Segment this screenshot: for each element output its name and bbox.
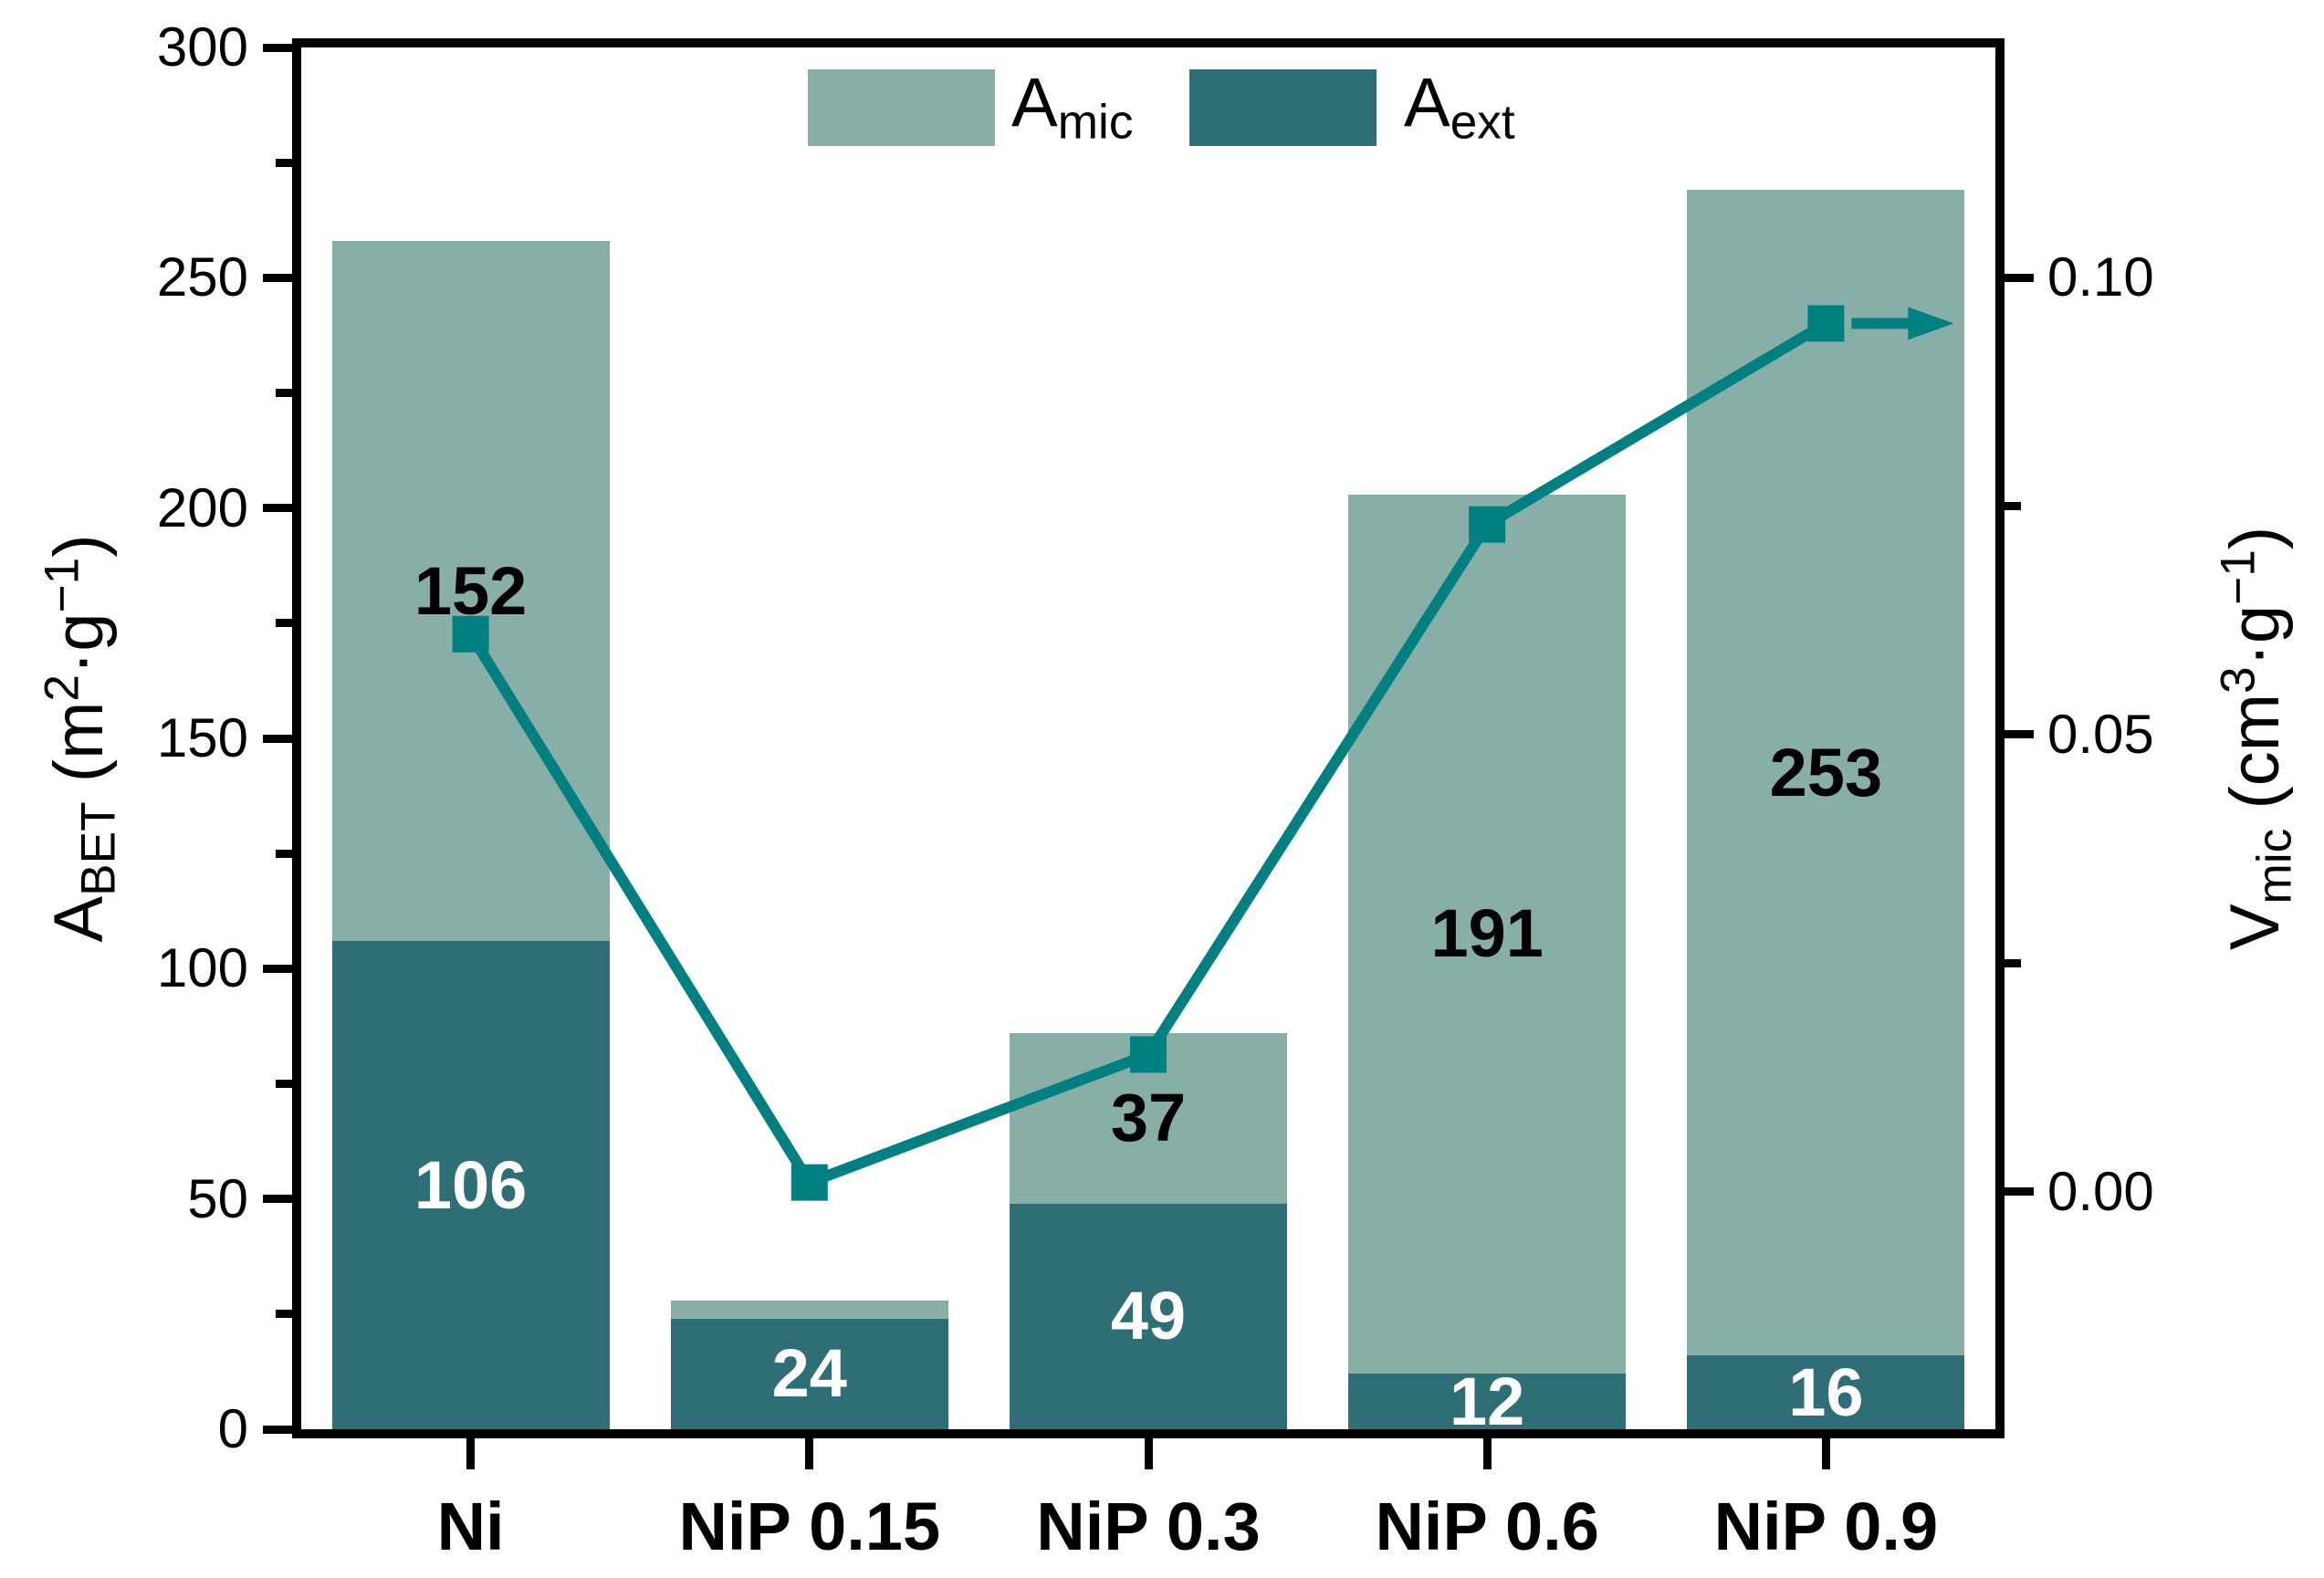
- bar-label-mic: 191: [1430, 895, 1544, 972]
- x-category-label: NiP 0.3: [1036, 1489, 1261, 1564]
- x-axis-tick: [1144, 1438, 1153, 1469]
- x-category-label: NiP 0.15: [678, 1489, 941, 1564]
- axis-title-segment: −1: [2211, 549, 2266, 605]
- legend-label-aext-sub: ext: [1450, 95, 1515, 150]
- legend-label-amic-sub: mic: [1057, 95, 1134, 150]
- left-axis-major-tick: [263, 43, 294, 52]
- axis-title-segment: ·g: [40, 612, 119, 675]
- x-category-label: NiP 0.9: [1713, 1489, 1939, 1564]
- left-tick-label: 50: [187, 1167, 248, 1229]
- x-axis-tick: [805, 1438, 814, 1469]
- left-axis-major-tick: [263, 504, 294, 513]
- bar-label-ext: 49: [1110, 1278, 1187, 1354]
- right-tick-label: 0.05: [2047, 703, 2154, 765]
- line-marker: [452, 615, 489, 653]
- axis-title-segment: (cm: [2216, 693, 2295, 829]
- left-axis-major-tick: [263, 1425, 294, 1434]
- bar-segment-ext: [331, 941, 610, 1429]
- axis-title-segment: ): [2216, 526, 2295, 550]
- left-tick-label: 250: [156, 246, 248, 308]
- bar-label-mic: 253: [1769, 734, 1883, 810]
- right-axis-major-tick: [2003, 273, 2034, 282]
- line-marker: [1807, 305, 1845, 342]
- bar-label-ext: 12: [1450, 1363, 1525, 1439]
- right-axis-minor-tick: [2003, 958, 2021, 967]
- left-axis-minor-tick: [276, 1080, 294, 1088]
- axis-title-segment: ): [40, 534, 119, 558]
- legend-label-amic: Amic: [1011, 68, 1133, 147]
- left-tick-label: 150: [156, 707, 248, 768]
- x-axis-tick: [1821, 1438, 1830, 1469]
- left-axis-major-tick: [263, 964, 294, 973]
- x-axis-tick: [1482, 1438, 1492, 1469]
- x-category-label: Ni: [436, 1489, 505, 1564]
- axis-title-segment: A: [40, 895, 119, 943]
- line-marker: [1469, 506, 1506, 543]
- bar-label-ext: 16: [1788, 1353, 1864, 1430]
- x-axis-tick: [466, 1438, 476, 1469]
- left-axis-minor-tick: [276, 1310, 294, 1319]
- axis-title-segment: BET: [71, 801, 126, 896]
- left-axis-minor-tick: [276, 619, 294, 628]
- axis-title-segment: 2: [35, 674, 89, 702]
- left-tick-label: 300: [156, 16, 248, 78]
- right-axis-major-tick: [2003, 730, 2034, 739]
- legend-swatch-amic: [808, 69, 995, 146]
- bar-segment-mic: [670, 1300, 948, 1319]
- bar-segment-ext: [1687, 1355, 1965, 1429]
- axis-title-segment: 3: [2211, 666, 2266, 694]
- bar-segment-ext: [670, 1318, 948, 1429]
- legend-label-aext: Aext: [1404, 68, 1515, 147]
- right-tick-label: 0.10: [2047, 246, 2154, 308]
- bar-label-ext: 24: [771, 1335, 847, 1412]
- axis-title-segment: mic: [2247, 828, 2302, 904]
- x-category-label: NiP 0.6: [1375, 1489, 1599, 1564]
- axis-title-segment: (m: [40, 701, 119, 802]
- left-axis-minor-tick: [276, 849, 294, 858]
- left-axis-major-tick: [263, 1195, 294, 1204]
- left-axis-title: ABET (m2·g−1): [35, 534, 126, 943]
- legend-label-amic-base: A: [1011, 64, 1058, 142]
- legend-label-aext-base: A: [1404, 64, 1450, 142]
- right-axis-title: Vmic (cm3·g−1): [2211, 526, 2302, 951]
- left-tick-label: 100: [156, 937, 248, 999]
- bar-segment-mic: [1348, 494, 1627, 1374]
- line-marker: [790, 1164, 828, 1201]
- axis-title-segment: V: [2216, 904, 2295, 951]
- bar-label-mic: 37: [1110, 1080, 1187, 1156]
- bar-label-mic: 152: [414, 552, 528, 629]
- bar-label-ext: 106: [414, 1146, 528, 1223]
- left-axis-minor-tick: [276, 389, 294, 397]
- left-axis-major-tick: [263, 273, 294, 282]
- right-axis-arrow-head: [1908, 307, 1954, 340]
- left-axis-major-tick: [263, 734, 294, 743]
- right-tick-label: 0.00: [2047, 1160, 2154, 1222]
- line-marker: [1130, 1036, 1167, 1073]
- bar-segment-ext: [1010, 1203, 1287, 1429]
- legend-swatch-aext: [1189, 69, 1377, 146]
- right-axis-major-tick: [2003, 1187, 2034, 1197]
- left-tick-label: 0: [217, 1398, 248, 1459]
- left-axis-minor-tick: [276, 158, 294, 167]
- axis-title-segment: ·g: [2216, 604, 2295, 667]
- left-tick-label: 200: [156, 476, 248, 538]
- right-axis-minor-tick: [2003, 502, 2021, 511]
- bar-segment-ext: [1348, 1374, 1627, 1429]
- axis-title-segment: −1: [35, 557, 89, 613]
- bar-segment-mic: [331, 240, 610, 942]
